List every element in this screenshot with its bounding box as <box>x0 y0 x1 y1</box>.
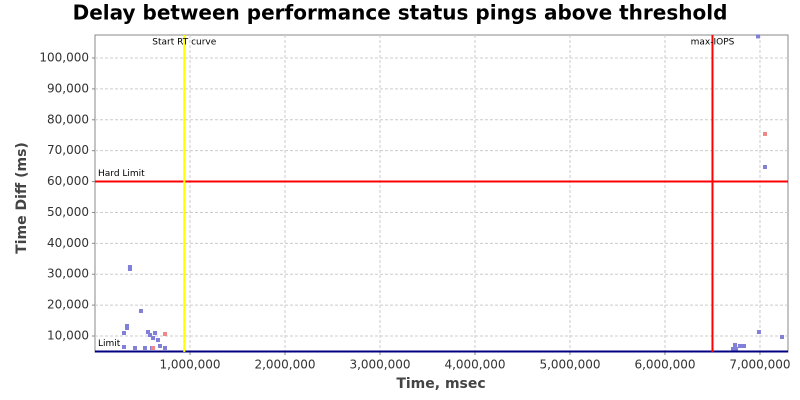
y-tick-label: 30,000 <box>47 267 89 281</box>
point <box>737 344 742 349</box>
point <box>153 331 158 336</box>
point <box>151 336 156 341</box>
x-tick-label: 1,000,000 <box>159 358 220 372</box>
point <box>127 267 132 272</box>
threshold-label: Limit <box>98 339 121 349</box>
point <box>157 344 162 349</box>
y-tick-label: 70,000 <box>47 143 89 157</box>
y-tick-label: 100,000 <box>39 51 89 65</box>
point <box>733 347 738 352</box>
point <box>151 345 156 350</box>
y-axis-label: Time Diff (ms) <box>14 142 30 254</box>
point <box>732 342 737 347</box>
plot-area <box>94 34 789 353</box>
y-tick-label: 90,000 <box>47 81 89 95</box>
point <box>148 333 153 338</box>
x-tick-label: 4,000,000 <box>444 358 505 372</box>
point <box>780 334 785 339</box>
y-tick-label: 80,000 <box>47 112 89 126</box>
point <box>121 344 126 349</box>
x-axis-label: Time, msec <box>396 376 485 392</box>
point <box>730 347 735 352</box>
point <box>763 131 768 136</box>
point <box>146 330 151 335</box>
point <box>142 345 147 350</box>
point <box>138 309 143 314</box>
x-tick-label: 6,000,000 <box>634 358 695 372</box>
point <box>163 331 168 336</box>
point <box>121 331 126 336</box>
point <box>132 345 137 350</box>
point <box>756 330 761 335</box>
point <box>127 264 132 269</box>
y-tick-label: 10,000 <box>47 329 89 343</box>
point <box>763 165 768 170</box>
point <box>125 323 130 328</box>
marker-label: Start RT curve <box>152 38 216 48</box>
threshold-label: Hard Limit <box>98 169 145 179</box>
y-tick-label: 40,000 <box>47 236 89 250</box>
x-tick-label: 3,000,000 <box>349 358 410 372</box>
y-tick-label: 20,000 <box>47 298 89 312</box>
point <box>755 34 760 39</box>
x-tick-label: 5,000,000 <box>539 358 600 372</box>
x-tick-label: 2,000,000 <box>254 358 315 372</box>
y-tick-label: 50,000 <box>47 205 89 219</box>
point <box>163 345 168 350</box>
x-tick-label: 7,000,000 <box>729 358 790 372</box>
chart-title: Delay between performance status pings a… <box>73 1 728 25</box>
y-tick-label: 60,000 <box>47 174 89 188</box>
marker-label: max-IOPS <box>691 38 735 48</box>
point <box>125 326 130 331</box>
point <box>742 344 747 349</box>
point <box>155 338 160 343</box>
